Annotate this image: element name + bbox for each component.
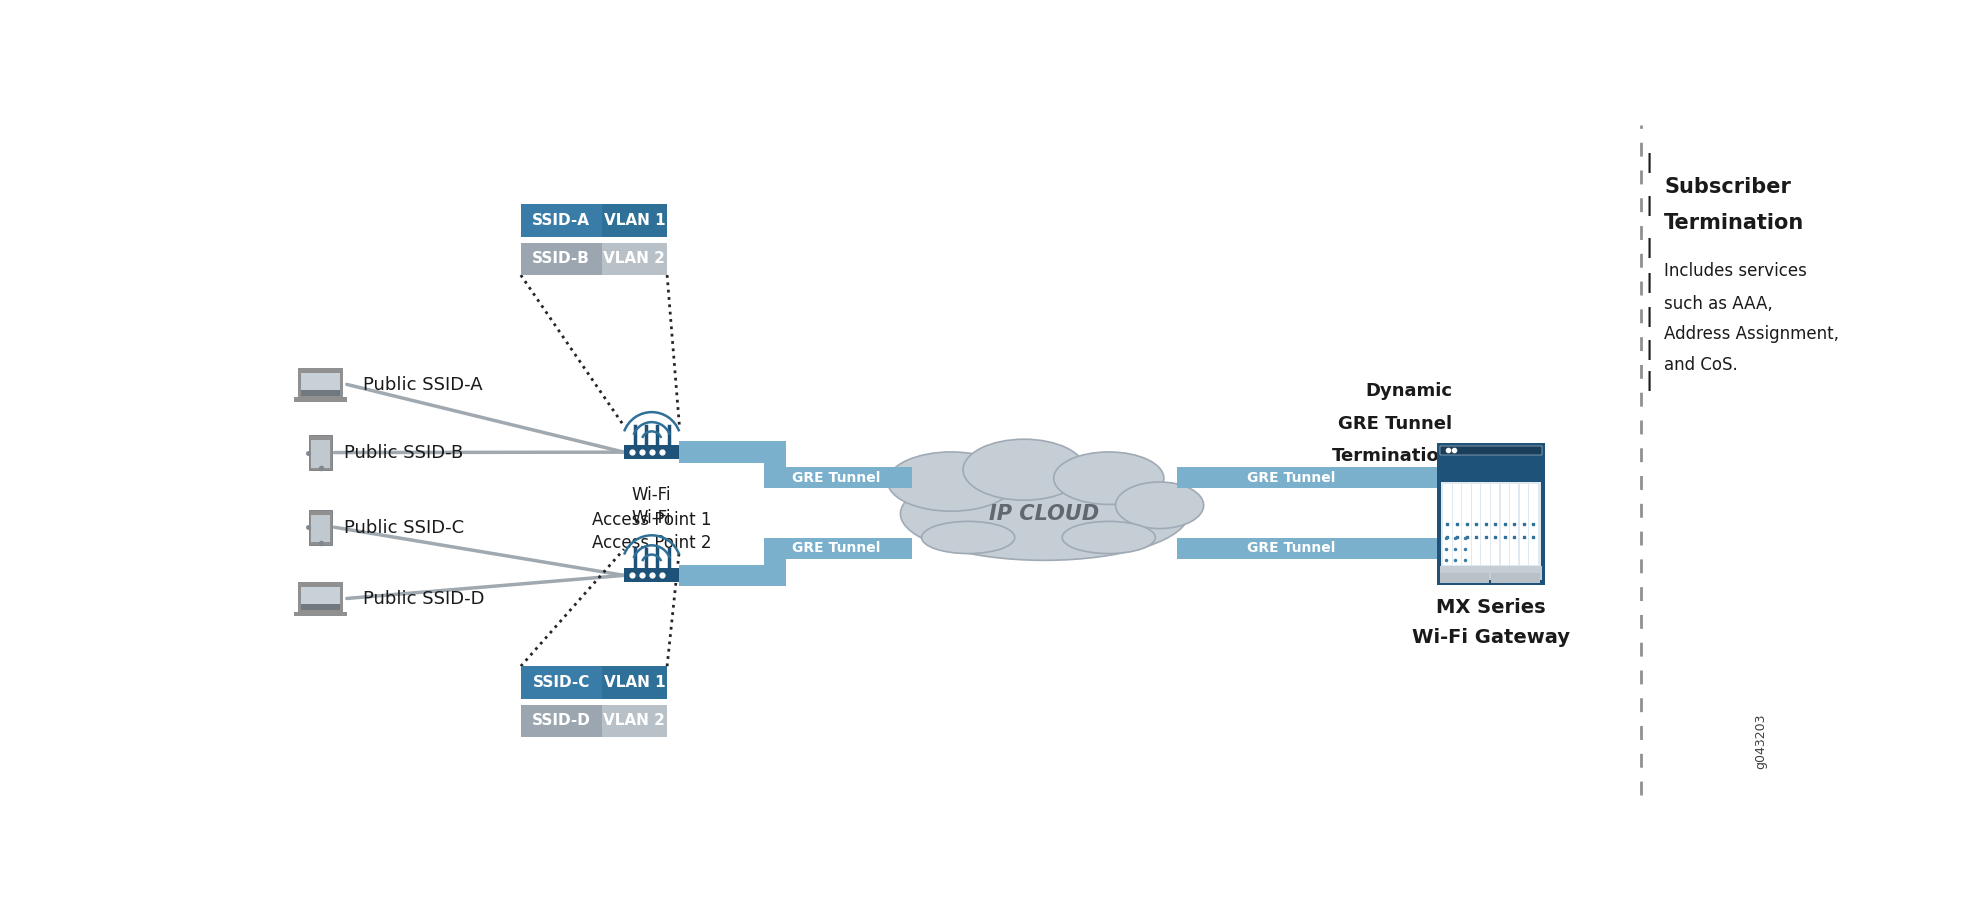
Text: Subscriber: Subscriber (1664, 176, 1792, 197)
Text: |: | (1646, 153, 1652, 174)
FancyBboxPatch shape (520, 705, 601, 737)
Text: GRE Tunnel: GRE Tunnel (792, 471, 881, 484)
Text: Termination: Termination (1332, 447, 1453, 465)
Ellipse shape (1116, 482, 1204, 528)
FancyBboxPatch shape (765, 538, 786, 586)
Text: Includes services: Includes services (1664, 262, 1807, 280)
Ellipse shape (922, 521, 1015, 553)
Text: VLAN 1: VLAN 1 (603, 675, 664, 690)
Text: SSID-B: SSID-B (532, 252, 589, 267)
FancyBboxPatch shape (309, 436, 333, 470)
FancyBboxPatch shape (680, 564, 775, 586)
FancyBboxPatch shape (311, 515, 329, 542)
FancyBboxPatch shape (1443, 484, 1453, 565)
Text: Wi-Fi: Wi-Fi (633, 508, 672, 527)
Text: Access Point 1: Access Point 1 (591, 511, 712, 529)
FancyBboxPatch shape (520, 243, 601, 275)
Text: Access Point 2: Access Point 2 (591, 534, 712, 552)
Ellipse shape (964, 439, 1086, 500)
FancyBboxPatch shape (1510, 484, 1518, 565)
FancyBboxPatch shape (1441, 573, 1490, 584)
Text: Termination: Termination (1664, 213, 1805, 233)
Text: Address Assignment,: Address Assignment, (1664, 325, 1839, 344)
FancyBboxPatch shape (311, 440, 329, 468)
FancyBboxPatch shape (1490, 573, 1539, 584)
FancyBboxPatch shape (309, 510, 333, 545)
FancyBboxPatch shape (1177, 467, 1437, 488)
FancyBboxPatch shape (1441, 446, 1541, 455)
FancyBboxPatch shape (298, 369, 343, 399)
FancyBboxPatch shape (1490, 484, 1500, 565)
FancyBboxPatch shape (1453, 484, 1461, 565)
Text: Public SSID-B: Public SSID-B (343, 444, 463, 462)
FancyBboxPatch shape (298, 583, 343, 613)
FancyBboxPatch shape (302, 604, 339, 610)
FancyBboxPatch shape (1529, 484, 1537, 565)
Text: |: | (1646, 370, 1652, 391)
FancyBboxPatch shape (601, 204, 666, 236)
FancyBboxPatch shape (625, 445, 680, 460)
Ellipse shape (1062, 521, 1155, 553)
Text: Dynamic: Dynamic (1366, 381, 1453, 400)
FancyBboxPatch shape (520, 666, 601, 698)
Text: |: | (1646, 308, 1652, 327)
Text: IP CLOUD: IP CLOUD (989, 504, 1100, 524)
Text: GRE Tunnel: GRE Tunnel (1246, 541, 1334, 555)
FancyBboxPatch shape (1462, 484, 1470, 565)
Text: |: | (1646, 273, 1652, 293)
FancyBboxPatch shape (601, 705, 666, 737)
Text: VLAN 1: VLAN 1 (603, 213, 664, 228)
Text: GRE Tunnel: GRE Tunnel (1246, 471, 1334, 484)
FancyBboxPatch shape (302, 587, 339, 610)
Text: SSID-A: SSID-A (532, 213, 589, 228)
Text: |: | (1646, 340, 1652, 359)
Text: SSID-D: SSID-D (532, 713, 591, 729)
FancyBboxPatch shape (520, 204, 601, 236)
Ellipse shape (901, 467, 1189, 561)
Text: MX Series: MX Series (1437, 598, 1545, 618)
Text: SSID-C: SSID-C (532, 675, 589, 690)
FancyBboxPatch shape (1500, 484, 1510, 565)
FancyBboxPatch shape (1520, 484, 1528, 565)
FancyBboxPatch shape (680, 441, 775, 463)
Text: and CoS.: and CoS. (1664, 357, 1738, 374)
Text: |: | (1646, 238, 1652, 258)
FancyBboxPatch shape (1177, 538, 1437, 559)
FancyBboxPatch shape (294, 611, 347, 616)
Text: Public SSID-A: Public SSID-A (363, 376, 483, 394)
Ellipse shape (887, 452, 1015, 511)
FancyBboxPatch shape (1441, 482, 1541, 567)
Text: such as AAA,: such as AAA, (1664, 295, 1774, 312)
FancyBboxPatch shape (1441, 566, 1541, 573)
FancyBboxPatch shape (302, 390, 339, 396)
Text: g043203: g043203 (1754, 713, 1768, 768)
Text: VLAN 2: VLAN 2 (603, 252, 666, 267)
FancyBboxPatch shape (775, 538, 913, 559)
FancyBboxPatch shape (1437, 443, 1545, 585)
FancyBboxPatch shape (1472, 484, 1480, 565)
FancyBboxPatch shape (302, 373, 339, 396)
FancyBboxPatch shape (625, 569, 680, 583)
FancyBboxPatch shape (294, 398, 347, 403)
FancyBboxPatch shape (765, 441, 786, 488)
Text: Public SSID-C: Public SSID-C (343, 518, 463, 537)
FancyBboxPatch shape (775, 467, 913, 488)
FancyBboxPatch shape (601, 243, 666, 275)
FancyBboxPatch shape (1482, 484, 1490, 565)
Text: Wi-Fi Gateway: Wi-Fi Gateway (1411, 628, 1571, 647)
Text: GRE Tunnel: GRE Tunnel (1338, 414, 1453, 433)
FancyBboxPatch shape (1441, 573, 1541, 580)
Text: Wi-Fi: Wi-Fi (633, 485, 672, 504)
FancyBboxPatch shape (601, 666, 666, 698)
Text: Public SSID-D: Public SSID-D (363, 590, 485, 608)
Text: VLAN 2: VLAN 2 (603, 713, 666, 729)
Ellipse shape (1054, 452, 1163, 505)
Text: GRE Tunnel: GRE Tunnel (792, 541, 881, 555)
Text: |: | (1646, 196, 1652, 216)
